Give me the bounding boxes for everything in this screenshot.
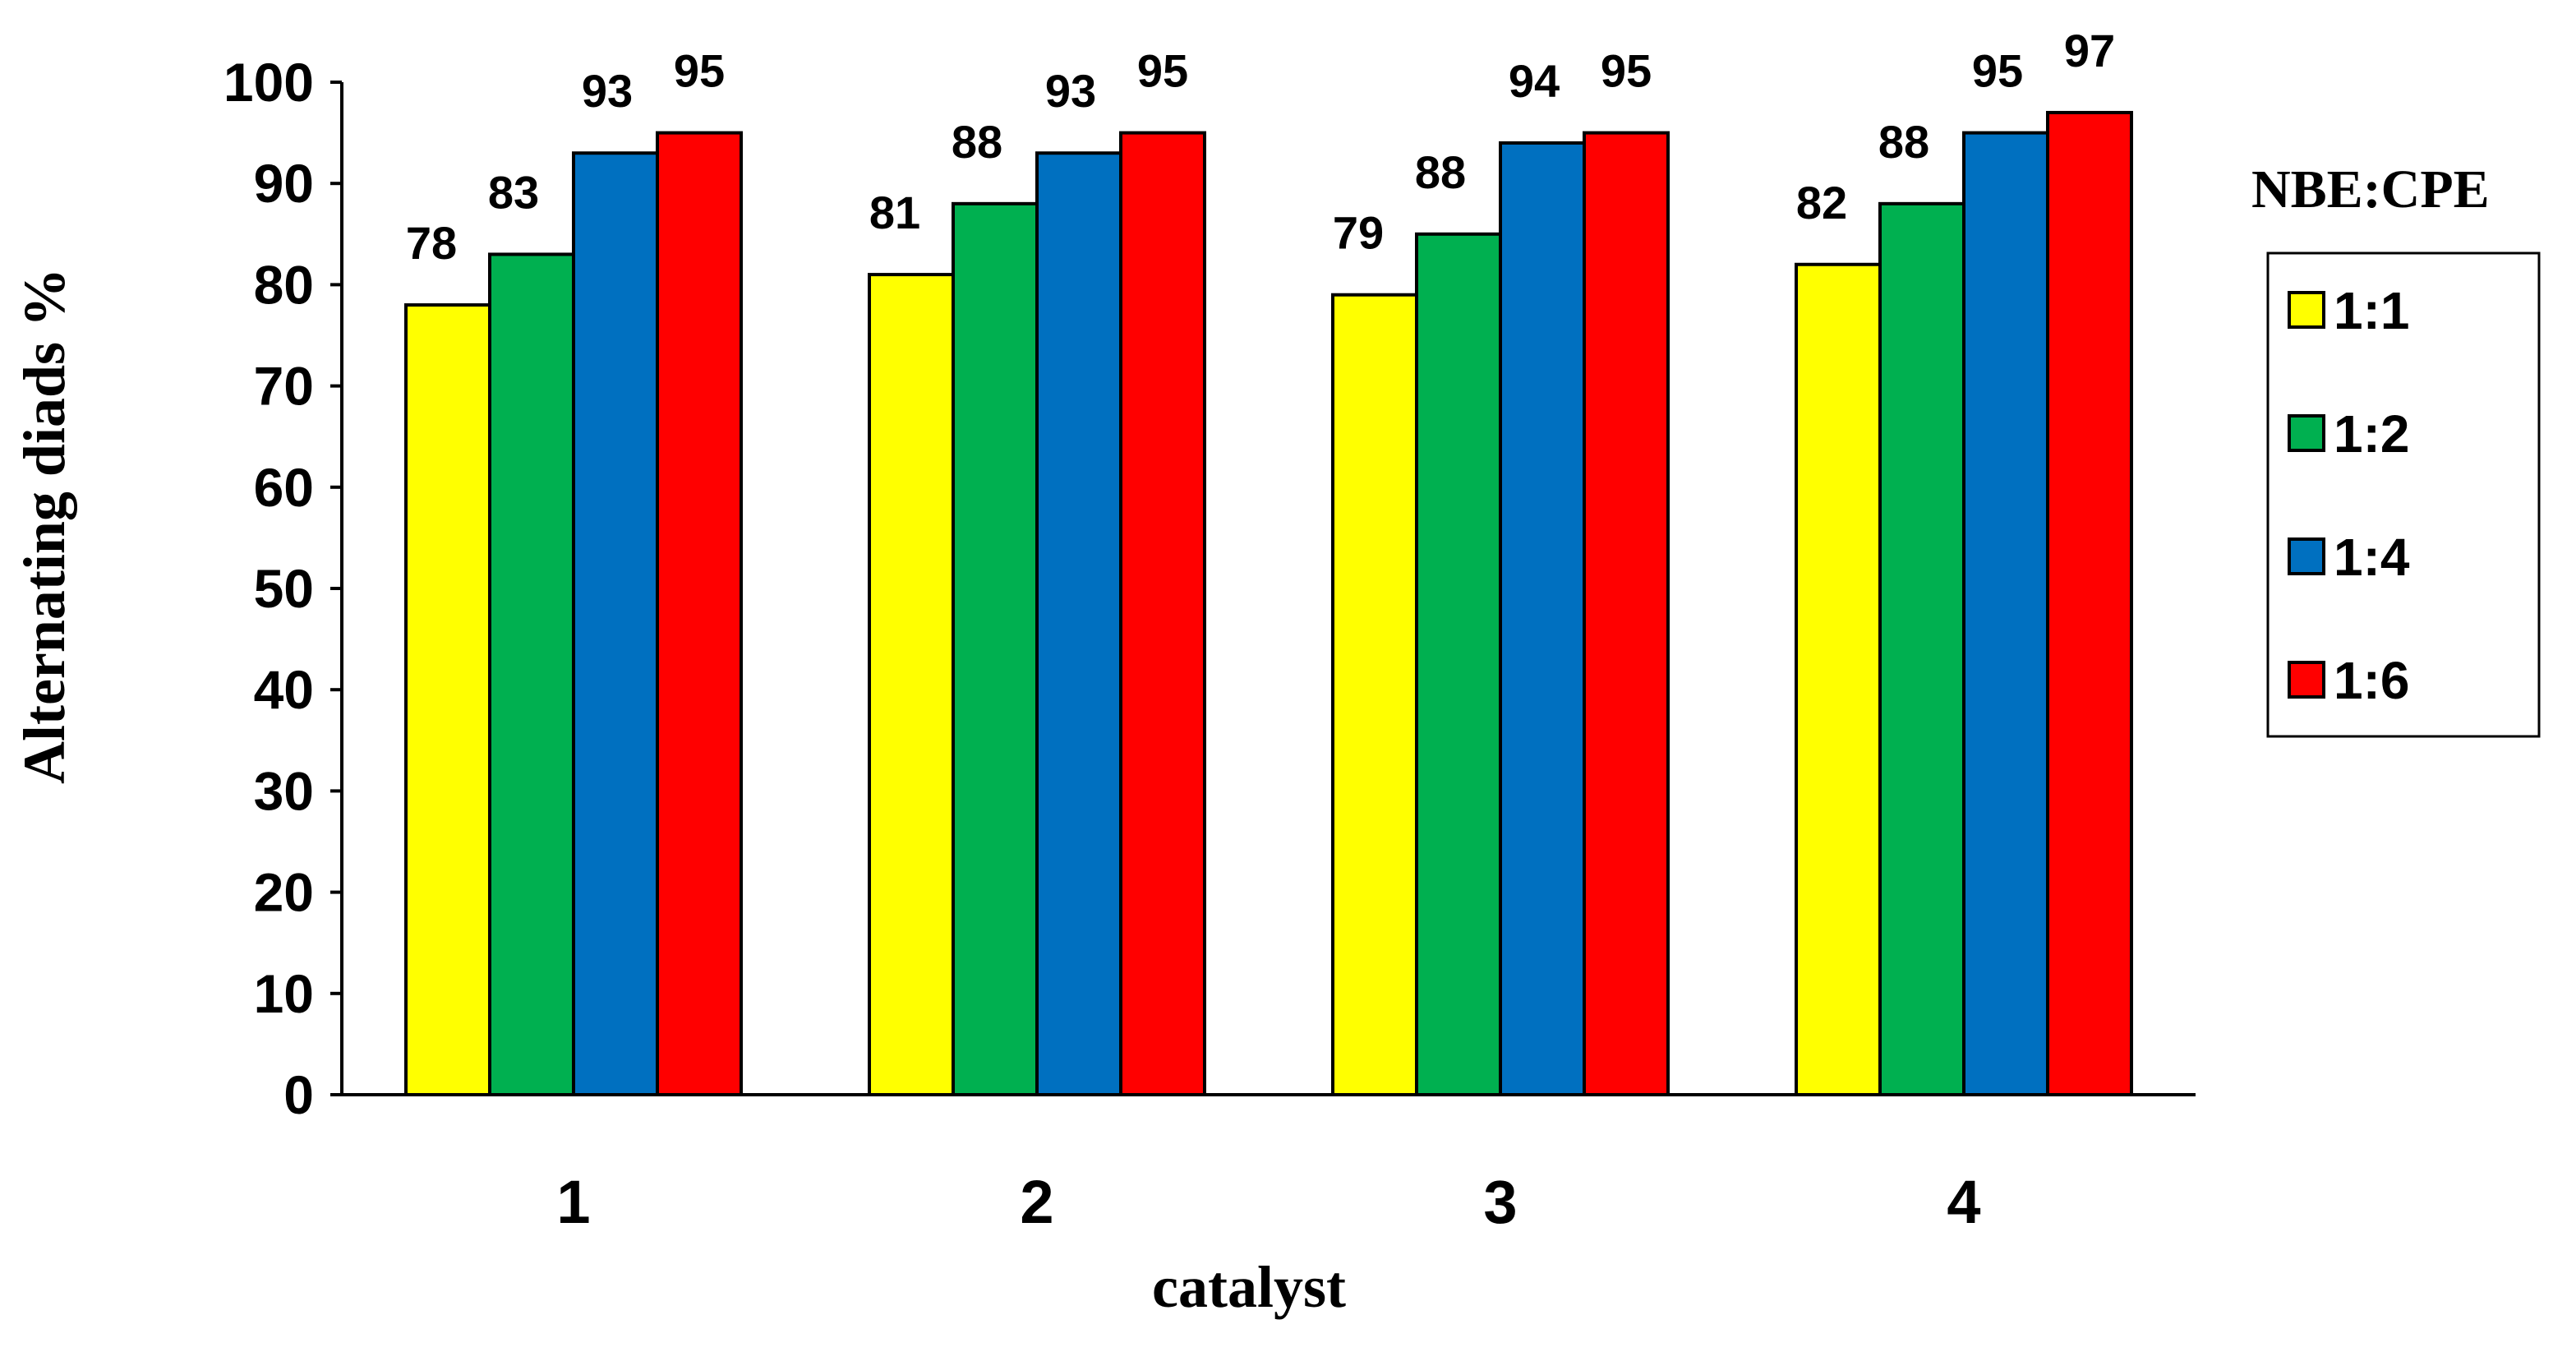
y-tick-label: 20 <box>254 862 314 923</box>
bar-1-6-cat-2 <box>1119 131 1206 1097</box>
bar-1-6-cat-1 <box>656 131 743 1097</box>
data-label: 94 <box>1509 55 1560 107</box>
data-label: 93 <box>1045 65 1096 117</box>
data-label: 79 <box>1333 207 1384 259</box>
y-tick-label: 60 <box>254 457 314 518</box>
bar-1-1-cat-4 <box>1795 262 1882 1096</box>
legend: NBE:CPE 1:1 1:2 1:4 1:6 <box>2251 159 2541 738</box>
data-label: 88 <box>952 116 1002 168</box>
legend-swatch-1-6 <box>2288 661 2325 699</box>
bar-series <box>404 110 2133 1097</box>
y-axis-ticks: 0 10 20 30 40 50 60 70 80 90 100 <box>223 52 342 1125</box>
bar-1-1-cat-1 <box>404 303 491 1097</box>
data-label: 88 <box>1878 116 1929 168</box>
data-labels: 78 83 93 95 81 88 93 95 79 88 94 95 82 88 95 97 <box>406 25 2115 269</box>
bar-1-2-cat-1 <box>488 252 575 1096</box>
data-label: 95 <box>1601 45 1652 97</box>
data-label: 88 <box>1415 146 1466 198</box>
data-label: 81 <box>869 187 920 238</box>
y-tick-label: 90 <box>254 153 314 214</box>
legend-label: 1:1 <box>2334 281 2410 340</box>
y-tick-label: 0 <box>283 1064 314 1125</box>
y-tick-label: 30 <box>254 760 314 821</box>
legend-title: NBE:CPE <box>2251 159 2490 219</box>
legend-swatch-1-2 <box>2288 414 2325 452</box>
bar-1-4-cat-4 <box>1962 131 2049 1097</box>
bar-1-2-cat-4 <box>1878 201 1965 1097</box>
x-axis-title: catalyst <box>1152 1254 1346 1320</box>
y-tick-label: 80 <box>254 254 314 315</box>
y-tick-label: 50 <box>254 558 314 619</box>
bar-1-4-cat-1 <box>572 151 659 1097</box>
x-category-label: 4 <box>1947 1168 1980 1236</box>
data-label: 97 <box>2064 25 2115 76</box>
data-label: 78 <box>406 217 457 269</box>
bar-1-2-cat-2 <box>952 201 1039 1097</box>
y-tick-label: 100 <box>223 52 314 113</box>
legend-swatch-1-1 <box>2288 291 2325 329</box>
legend-label: 1:6 <box>2334 651 2410 710</box>
bar-1-2-cat-3 <box>1415 232 1502 1096</box>
x-category-label: 1 <box>556 1168 590 1236</box>
data-label: 83 <box>488 166 539 218</box>
legend-items: 1:1 1:2 1:4 1:6 <box>2288 281 2410 710</box>
data-label: 95 <box>1137 45 1188 97</box>
y-tick-label: 10 <box>254 963 314 1024</box>
legend-label: 1:2 <box>2334 404 2410 464</box>
legend-swatch-1-4 <box>2288 537 2325 575</box>
data-label: 82 <box>1796 177 1847 228</box>
y-tick-label: 40 <box>254 659 314 720</box>
y-axis-title: Alternating diads % <box>12 268 77 784</box>
data-label: 95 <box>674 45 725 97</box>
data-label: 93 <box>582 65 633 117</box>
x-category-label: 3 <box>1483 1168 1517 1236</box>
bar-1-4-cat-2 <box>1035 151 1122 1097</box>
bar-1-1-cat-2 <box>868 273 955 1096</box>
x-axis-category-labels: 1 2 3 4 <box>556 1168 1980 1236</box>
legend-box <box>2266 251 2541 738</box>
legend-label: 1:4 <box>2334 528 2410 587</box>
bar-1-4-cat-3 <box>1499 141 1586 1096</box>
data-label: 95 <box>1972 45 2023 97</box>
bar-1-1-cat-3 <box>1331 293 1418 1097</box>
y-tick-label: 70 <box>254 356 314 417</box>
bar-1-6-cat-4 <box>2046 110 2133 1097</box>
bar-1-6-cat-3 <box>1583 131 1670 1097</box>
x-category-label: 2 <box>1020 1168 1053 1236</box>
